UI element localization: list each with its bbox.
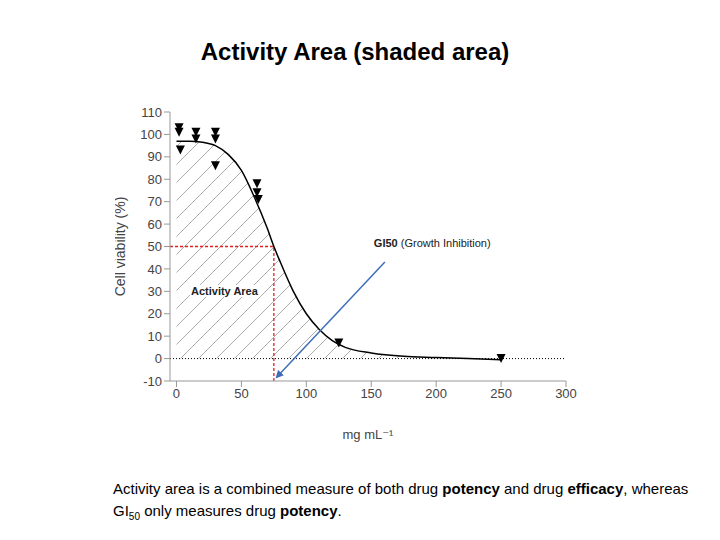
- svg-text:250: 250: [490, 386, 512, 401]
- svg-text:GI50 (Growth Inhibition): GI50 (Growth Inhibition): [374, 237, 491, 249]
- svg-text:150: 150: [360, 386, 382, 401]
- html-text:Activity Area (shaded area): Activity Area (shaded area): [200, 38, 510, 65]
- svg-text:100: 100: [295, 386, 317, 401]
- svg-text:110: 110: [141, 105, 162, 120]
- svg-text:300: 300: [555, 386, 577, 401]
- svg-text:80: 80: [148, 172, 162, 187]
- svg-text:mg mL⁻¹: mg mL⁻¹: [343, 427, 395, 442]
- svg-text:20: 20: [148, 306, 162, 321]
- svg-text:30: 30: [148, 284, 162, 299]
- html-text:Activity Area: Activity Area: [191, 285, 258, 297]
- svg-text:Cell viability (%): Cell viability (%): [115, 197, 128, 297]
- svg-text:40: 40: [148, 262, 162, 277]
- svg-text:50: 50: [234, 386, 248, 401]
- svg-text:0: 0: [173, 386, 180, 401]
- html-text:Activity area is a combined me: Activity area is a combined measure of b…: [113, 480, 689, 522]
- svg-text:0: 0: [155, 351, 162, 366]
- svg-text:100: 100: [140, 127, 162, 142]
- svg-text:90: 90: [148, 149, 162, 164]
- svg-text:-10: -10: [143, 374, 162, 389]
- svg-text:60: 60: [148, 217, 162, 232]
- svg-text:70: 70: [148, 194, 162, 209]
- svg-text:50: 50: [148, 239, 162, 254]
- svg-text:10: 10: [148, 329, 162, 344]
- svg-text:200: 200: [425, 386, 447, 401]
